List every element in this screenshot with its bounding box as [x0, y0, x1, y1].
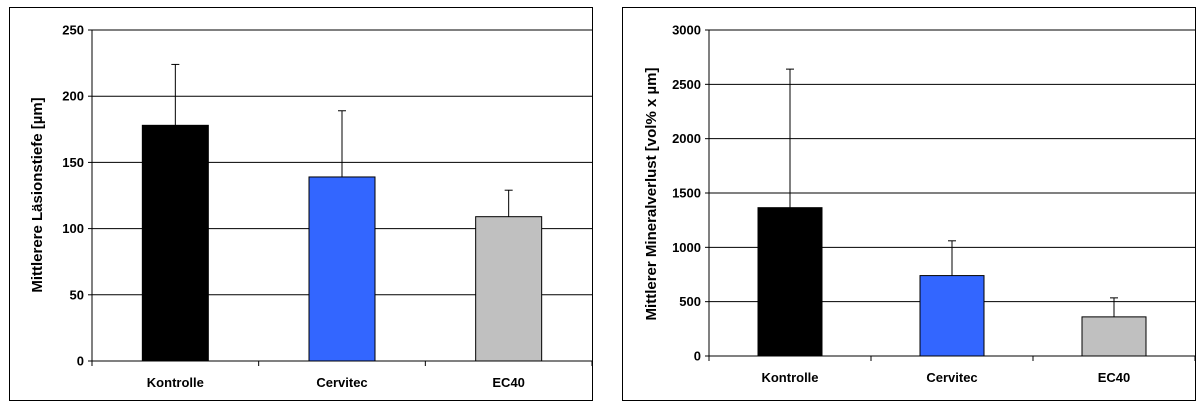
x-tick-label: Cervitec [926, 370, 977, 385]
y-tick-label: 2500 [672, 77, 701, 92]
bar-ec40 [475, 216, 543, 362]
y-tick-label: 200 [62, 89, 84, 104]
x-tick-label: Kontrolle [761, 370, 818, 385]
y-tick-label: 250 [62, 23, 84, 38]
x-tick-label: EC40 [1098, 370, 1131, 385]
bar-kontrolle [757, 207, 823, 357]
bar-ec40 [1081, 316, 1147, 357]
y-tick-label: 0 [694, 349, 701, 364]
bar-cervitec [919, 275, 985, 357]
y-axis-title: Mittlerere Läsionstiefe [µm] [29, 97, 46, 292]
y-tick-label: 0 [77, 354, 84, 369]
x-tick-label: Kontrolle [147, 375, 204, 390]
y-tick-label: 1500 [672, 186, 701, 201]
y-tick-label: 100 [62, 221, 84, 236]
lesion-depth-chart-svg: 0 50 100 150 200 250 Kontrolle Cervitec EC40 Mit… [29, 23, 593, 390]
bar-kontrolle [141, 124, 209, 362]
y-tick-label: 500 [679, 294, 701, 309]
x-tick-label: EC40 [492, 375, 525, 390]
mineral-loss-chart: 0 500 1000 1500 2000 2500 3000 Kontrolle Cervite… [622, 7, 1196, 401]
bar-cervitec [308, 176, 376, 362]
y-tick-label: 150 [62, 155, 84, 170]
y-tick-label: 50 [70, 287, 84, 302]
x-tick-label: Cervitec [316, 375, 367, 390]
y-tick-label: 1000 [672, 240, 701, 255]
y-axis-title: Mittlerer Mineralverlust [vol% x µm] [643, 68, 660, 321]
mineral-loss-chart-svg: 0 500 1000 1500 2000 2500 3000 Kontrolle Cervite… [643, 23, 1196, 385]
y-tick-label: 3000 [672, 23, 701, 38]
y-tick-label: 2000 [672, 131, 701, 146]
lesion-depth-chart: 0 50 100 150 200 250 Kontrolle Cervitec EC40 Mit… [9, 7, 593, 401]
